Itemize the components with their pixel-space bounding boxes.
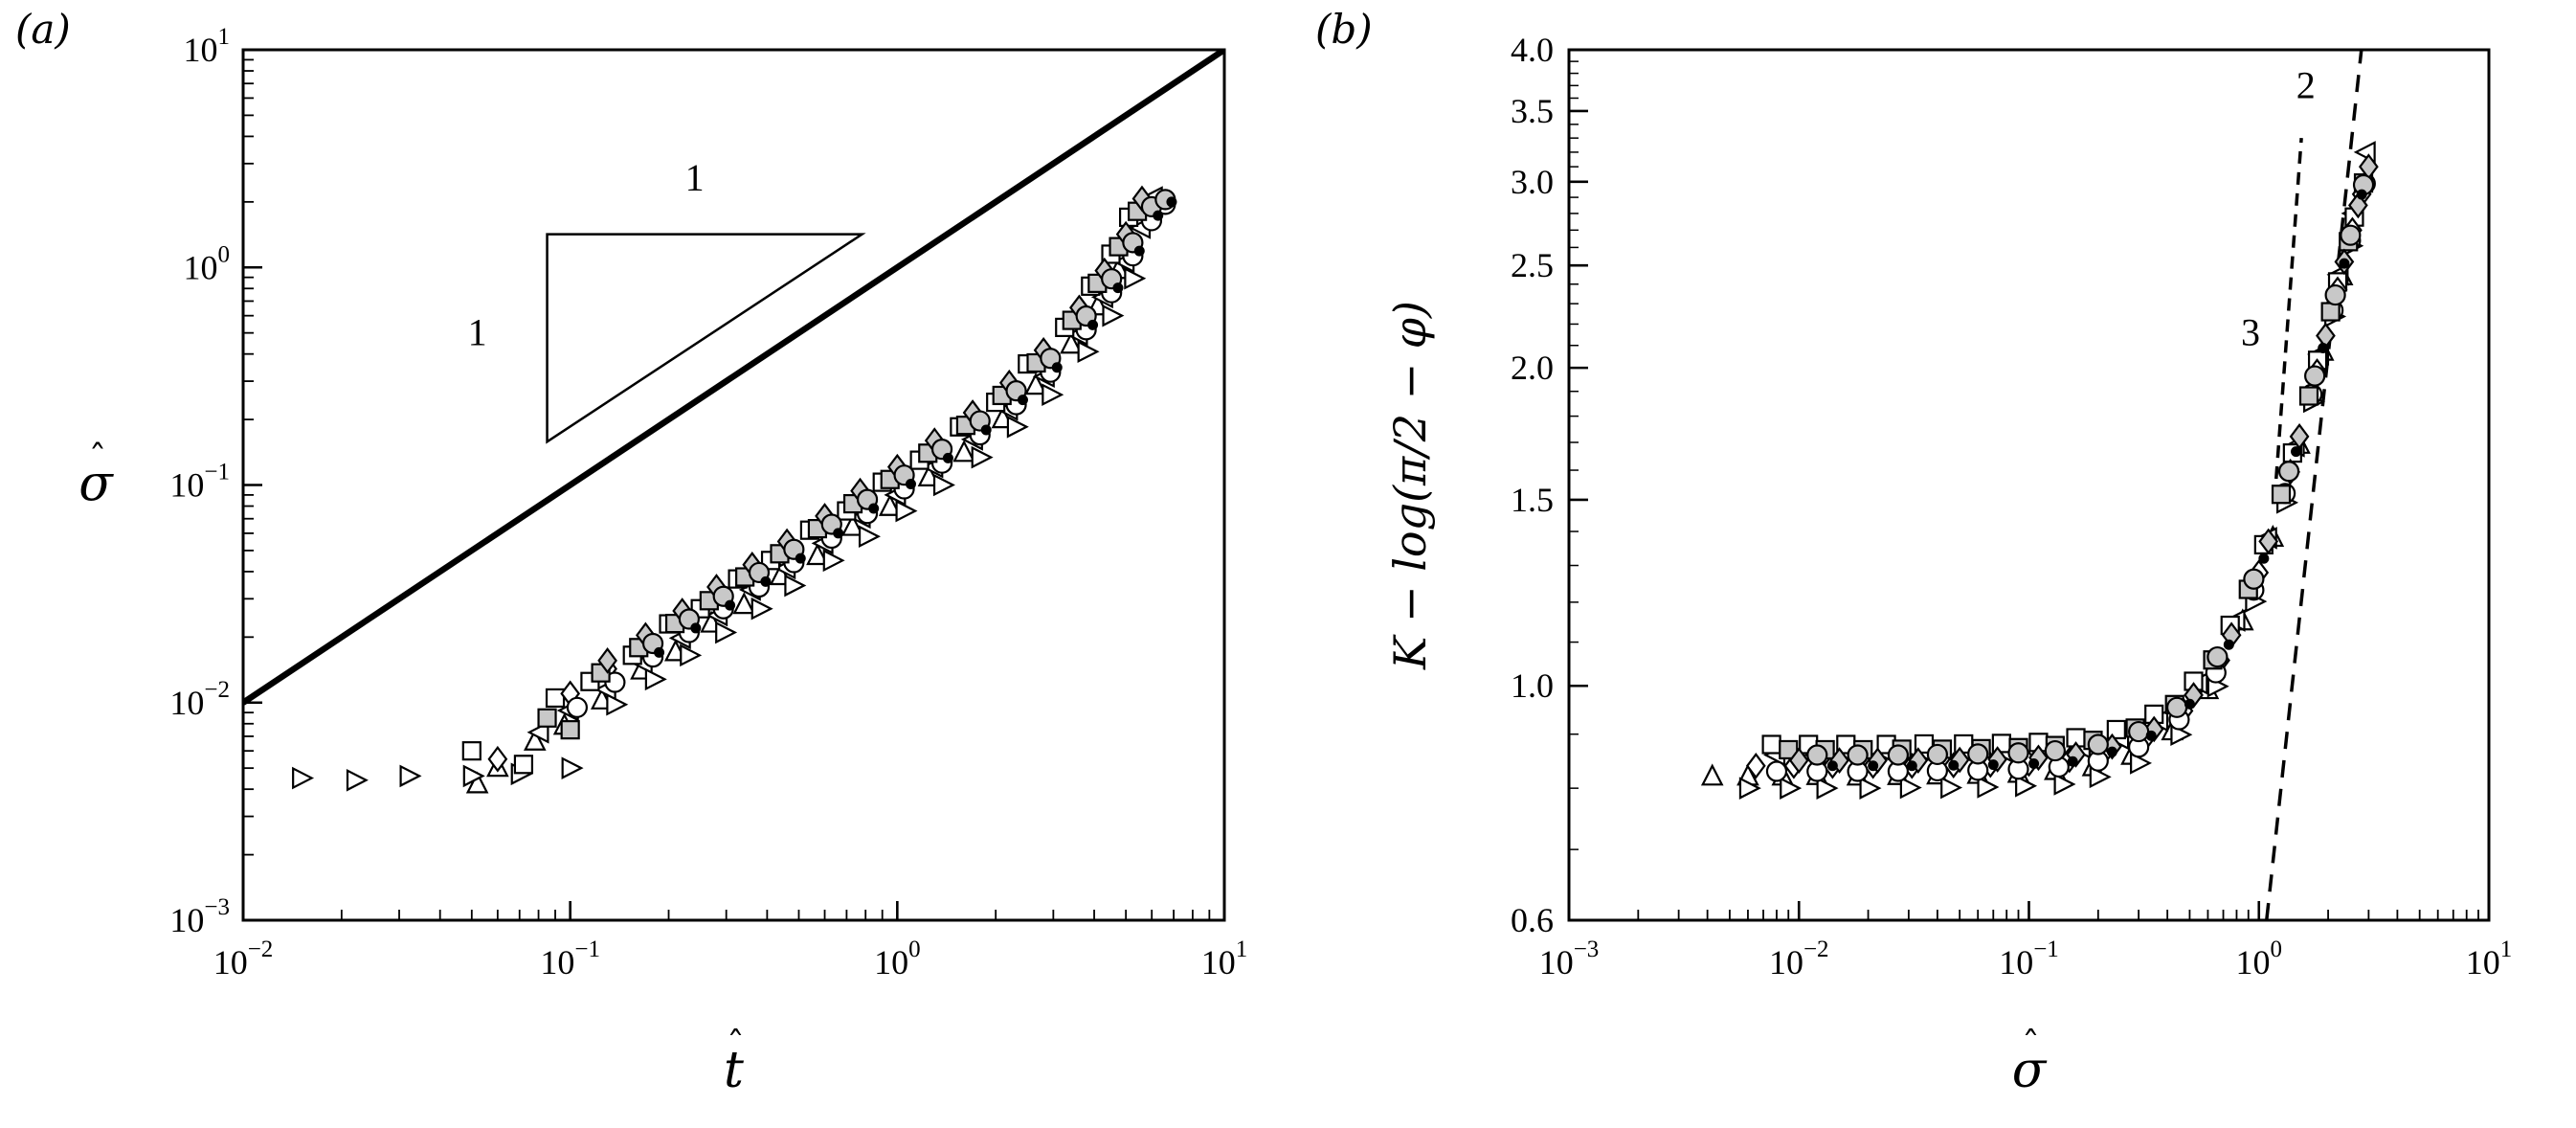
x-tick-label: 101 — [1201, 936, 1248, 981]
series-b-diamond-open — [1745, 180, 2372, 779]
x-axis: 10−2 10−1 100 101 — [213, 901, 1248, 981]
panel-a-label: (a) — [15, 6, 71, 53]
series-b-circle-black-small — [1826, 189, 2367, 772]
y-tick-label: 10−3 — [169, 894, 230, 939]
annotations: 23 — [2241, 63, 2316, 353]
y-tick-label: 2.0 — [1511, 349, 1554, 387]
y-tick-label: 101 — [184, 24, 231, 69]
slope-triangle-run-label: 1 — [685, 156, 705, 199]
x-tick-label: 101 — [2466, 936, 2513, 981]
y-tick-label: 10−2 — [169, 677, 230, 722]
svg-text:K − log(π/2 − φ): K − log(π/2 − φ) — [1384, 301, 1436, 670]
slope-2-dashed-line — [2265, 50, 2363, 920]
x-axis-label: tˆ — [724, 1024, 745, 1099]
x-tick-label: 10−2 — [213, 936, 274, 981]
y-axis: 10−3 10−2 10−1 100 101 — [169, 24, 262, 939]
y-tick-label: 3.0 — [1511, 163, 1554, 201]
series-b-triangle-right-open — [1738, 234, 2364, 800]
x-tick-label: 10−3 — [1539, 936, 1600, 981]
x-tick-label: 10−1 — [1999, 936, 2059, 981]
plot-frame — [241, 48, 1226, 922]
series-a-circle-black-small — [654, 196, 1177, 658]
slope-2-label: 2 — [2296, 63, 2316, 106]
y-tick-label: 10−1 — [169, 460, 230, 505]
x-axis: 10−3 10−2 10−1 100 101 — [1539, 901, 2513, 981]
svg-text:ˆ: ˆ — [2022, 1024, 2040, 1066]
scatter-series — [1700, 141, 2379, 800]
svg-text:ˆ: ˆ — [89, 437, 107, 479]
y-tick-label: 3.5 — [1511, 92, 1554, 130]
panel-b-label: (b) — [1315, 6, 1373, 53]
y-tick-label: 2.5 — [1511, 246, 1554, 284]
y-tick-label: 1.0 — [1511, 666, 1554, 705]
slope-triangle — [546, 233, 866, 444]
series-a-diamond-gray — [597, 185, 1153, 674]
reference-lines — [243, 50, 1224, 706]
svg-text:ˆ: ˆ — [727, 1024, 745, 1066]
slope-triangle-rise-label: 1 — [468, 310, 487, 353]
svg-text:t: t — [724, 1042, 744, 1099]
annotations: 11 — [468, 156, 705, 353]
reference-lines — [2265, 50, 2363, 920]
x-tick-label: 100 — [874, 936, 921, 981]
x-tick-label: 100 — [2236, 936, 2283, 981]
x-tick-label: 10−2 — [1769, 936, 1829, 981]
y-tick-label: 0.6 — [1511, 901, 1554, 939]
scatter-series — [292, 185, 1177, 794]
y-tick-label: 4.0 — [1511, 31, 1554, 69]
y-tick-label: 1.5 — [1511, 481, 1554, 519]
series-a-triangle-right-open — [292, 266, 1147, 792]
slope-1-line — [243, 50, 1224, 706]
svg-text:σ: σ — [2012, 1042, 2048, 1099]
y-axis-label: σˆ — [78, 437, 114, 512]
x-axis-label: σˆ — [2012, 1024, 2048, 1099]
panel-b-chart: 10−3 10−2 10−1 100 101 0.6 1.0 1.5 2.0 2.5 3.0 3.5 4… — [1384, 31, 2513, 1099]
y-axis: 0.6 1.0 1.5 2.0 2.5 3.0 3.5 4.0 — [1511, 31, 1588, 939]
y-tick-label: 100 — [184, 241, 231, 286]
svg-text:σ: σ — [78, 456, 114, 513]
slope-3-dashed-line — [2273, 138, 2303, 501]
y-axis-label: K − log(π/2 − φ) — [1384, 301, 1436, 670]
slope-3-label: 3 — [2241, 311, 2260, 354]
x-tick-label: 10−1 — [540, 936, 600, 981]
series-b-circle-gray — [1806, 173, 2375, 766]
series-b-square-open — [1761, 207, 2364, 755]
